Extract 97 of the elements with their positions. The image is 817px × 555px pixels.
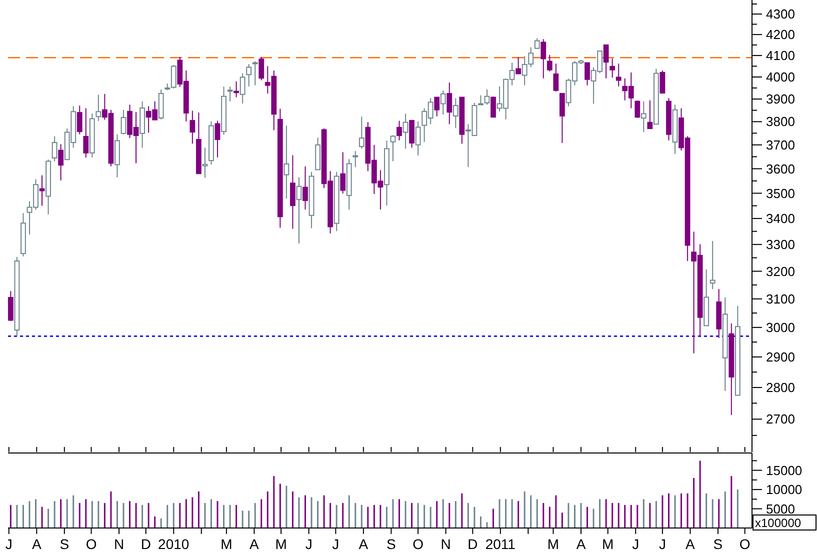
y-tick-label: 10000 bbox=[766, 482, 802, 498]
candlestick bbox=[284, 125, 290, 199]
candlestick bbox=[553, 63, 559, 92]
x-tick-label: J bbox=[658, 536, 666, 552]
x-tick-label: N bbox=[440, 536, 451, 552]
candlestick bbox=[302, 166, 308, 210]
y-tick-label: 2800 bbox=[766, 380, 795, 396]
text: x100000 bbox=[755, 516, 802, 530]
x-tick-label: M bbox=[547, 536, 560, 552]
candlestick bbox=[434, 96, 440, 117]
x-tick-label: A bbox=[32, 536, 42, 552]
candlestick bbox=[58, 144, 64, 181]
candlestick bbox=[546, 54, 552, 72]
candlestick bbox=[120, 109, 126, 135]
y-tick-label: 3000 bbox=[766, 320, 795, 335]
x-tick-label: D bbox=[140, 536, 151, 552]
y-tick-label: 4200 bbox=[766, 27, 795, 42]
candlestick bbox=[114, 134, 120, 178]
y-tick-label: 15000 bbox=[766, 462, 802, 478]
candlestick bbox=[540, 38, 546, 79]
y-tick-label: 3600 bbox=[766, 161, 795, 176]
y-tick-label: 3300 bbox=[766, 237, 795, 252]
x-tick-label: A bbox=[250, 536, 260, 552]
y-tick-label: 3200 bbox=[766, 264, 795, 279]
candlestick bbox=[415, 120, 421, 156]
candlestick bbox=[559, 92, 565, 144]
x-tick-label: O bbox=[412, 536, 424, 552]
candlestick bbox=[616, 63, 622, 87]
candlestick bbox=[214, 120, 220, 158]
candlestick bbox=[227, 86, 233, 102]
x-tick-label: O bbox=[739, 536, 750, 552]
candlestick bbox=[647, 100, 653, 130]
candlestick bbox=[352, 150, 358, 168]
y-tick-label: 3100 bbox=[766, 291, 795, 306]
y-tick-label: 3500 bbox=[766, 186, 795, 201]
candlestick bbox=[603, 44, 609, 79]
candlestick bbox=[390, 134, 396, 162]
candlestick bbox=[234, 80, 240, 98]
candlestick bbox=[452, 98, 458, 129]
y-tick-label: 2700 bbox=[766, 412, 795, 427]
candlestick bbox=[358, 116, 364, 150]
candlestick bbox=[409, 119, 414, 148]
candlestick bbox=[202, 147, 208, 178]
candlestick bbox=[534, 38, 540, 50]
candlestick bbox=[440, 90, 446, 116]
y-tick-label: 3400 bbox=[766, 211, 795, 226]
x-tick-label: A bbox=[686, 536, 696, 552]
x-tick-label: D bbox=[468, 536, 478, 552]
x-tick-label: O bbox=[86, 536, 97, 552]
candlestick bbox=[340, 152, 346, 194]
y-tick-label: 3800 bbox=[766, 114, 795, 130]
x-tick-label: M bbox=[602, 536, 614, 552]
candlestick bbox=[76, 105, 82, 135]
candlestick bbox=[446, 82, 452, 125]
x-tick-label: J bbox=[5, 536, 12, 552]
x-tick-label: M bbox=[220, 536, 232, 552]
y-tick-label: 4100 bbox=[766, 48, 795, 64]
y-tick-label: 4000 bbox=[766, 70, 795, 85]
candlestick bbox=[660, 70, 666, 94]
x-tick-label: N bbox=[114, 536, 124, 552]
candlestick bbox=[240, 72, 246, 104]
x-tick-label: M bbox=[275, 536, 287, 552]
candlestick bbox=[396, 120, 402, 141]
candlestick bbox=[290, 154, 296, 230]
y-tick-label: 2900 bbox=[766, 349, 795, 364]
x-tick-label: J bbox=[632, 536, 640, 552]
candlestick bbox=[258, 56, 264, 81]
x-tick-label: S bbox=[386, 536, 396, 552]
x-tick-label: A bbox=[358, 536, 369, 552]
candlestick bbox=[83, 108, 89, 158]
x-tick-label: A bbox=[576, 536, 586, 552]
y-tick-label: 3700 bbox=[766, 137, 795, 152]
candlestick bbox=[402, 113, 408, 150]
candlestick bbox=[96, 94, 102, 122]
candlestick bbox=[640, 100, 646, 133]
candlestick bbox=[39, 174, 45, 206]
candlestick bbox=[634, 100, 640, 119]
candlestick bbox=[490, 96, 496, 118]
x-tick-label: 2011 bbox=[485, 536, 516, 552]
candlestick bbox=[252, 60, 258, 86]
y-tick-label: 5000 bbox=[766, 501, 795, 516]
candlestick bbox=[52, 136, 58, 162]
x-tick-label: S bbox=[60, 536, 70, 552]
candlestick bbox=[246, 64, 252, 87]
x-tick-label: J bbox=[305, 536, 312, 552]
x-tick-label: J bbox=[332, 536, 340, 552]
candlestick bbox=[610, 58, 616, 78]
y-tick-label: 4300 bbox=[766, 6, 795, 22]
candlestick bbox=[190, 110, 196, 144]
candlestick bbox=[8, 290, 14, 322]
candlestick bbox=[516, 56, 522, 74]
candlestick bbox=[710, 240, 716, 290]
candlestick bbox=[584, 62, 590, 86]
y-tick-label: 3900 bbox=[766, 92, 795, 107]
x-tick-label: S bbox=[713, 536, 723, 552]
x-tick-label: 2010 bbox=[158, 536, 190, 552]
candlestick bbox=[296, 176, 302, 244]
